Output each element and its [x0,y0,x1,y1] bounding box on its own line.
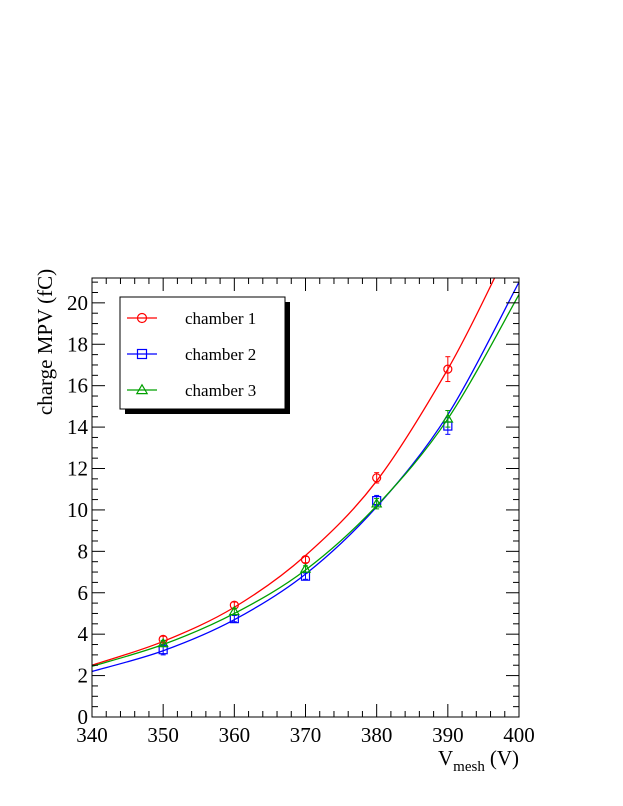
legend-entry-chamber-3: chamber 3 [127,381,256,400]
legend: chamber 1 chamber 2 chamber 3 [119,296,290,414]
data-point [443,364,453,374]
x-tick-label: 370 [290,723,322,747]
y-tick-label: 0 [78,705,89,729]
data-point [442,413,454,423]
legend-label: chamber 1 [185,309,256,328]
y-tick-label: 8 [78,539,89,563]
x-axis-title-unit: (V) [490,746,519,770]
data-point [372,473,382,483]
y-tick-label: 10 [67,498,88,522]
x-axis-title: Vmesh (V) [438,746,519,775]
y-tick-label: 4 [78,622,89,646]
data-point [371,497,383,508]
y-tick-label: 20 [67,291,88,315]
legend-marker [136,348,148,360]
x-tick-label: 340 [76,723,108,747]
x-axis-title-main: V [438,746,453,770]
y-axis-title: charge MPV (fC) [33,269,57,415]
x-tick-label: 360 [219,723,251,747]
x-tick-label: 380 [361,723,393,747]
y-tick-label: 12 [67,457,88,481]
y-tick-label: 18 [67,332,88,356]
y-tick-label: 2 [78,664,89,688]
series-chamber-3 [92,294,519,667]
y-tick-label: 6 [78,581,89,605]
x-tick-label: 400 [503,723,535,747]
y-tick-label: 16 [67,374,88,398]
fit-curve-chamber-2 [92,281,519,673]
x-axis-title-sub: mesh [453,759,485,775]
legend-marker [136,312,148,324]
x-tick-label: 350 [147,723,179,747]
y-tick-label: 14 [67,415,89,439]
legend-marker [135,383,149,395]
data-point [228,605,240,616]
plot-layer [92,278,519,673]
fit-curve-chamber-3 [92,294,519,667]
axis-layer: 340 350 360 370 380 390 400 0 2 4 6 8 10 12 14 16 18 20 [67,277,535,747]
x-tick-label: 390 [432,723,464,747]
legend-label: chamber 2 [185,345,256,364]
data-point [157,637,169,648]
legend-label: chamber 3 [185,381,256,400]
data-point [299,563,312,573]
legend-entry-chamber-1: chamber 1 [127,309,256,328]
legend-entry-chamber-2: chamber 2 [127,345,256,364]
